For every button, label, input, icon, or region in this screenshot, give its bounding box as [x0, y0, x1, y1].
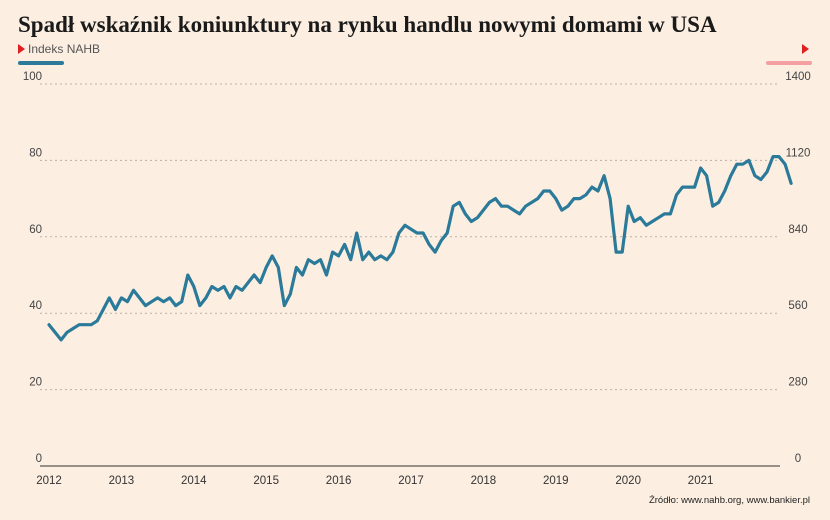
- source-note: Źródło: www.nahb.org, www.bankier.pl: [648, 495, 810, 506]
- x-tick-label: 2017: [398, 475, 424, 487]
- nahb-series-line: [47, 155, 793, 342]
- x-tick-label: 2016: [326, 475, 352, 487]
- grid-lines: [40, 83, 780, 467]
- x-tick-label: 2020: [615, 475, 641, 487]
- y-left-tick-label: 20: [29, 377, 42, 389]
- x-tick-label: 2015: [253, 475, 279, 487]
- y-right-tick-label: 280: [788, 377, 807, 389]
- x-tick-label: 2018: [471, 475, 497, 487]
- legend-nahb-label: Indeks NAHB: [28, 42, 101, 56]
- right-axis-labels: 0 280 560 840 1120 1400: [785, 71, 811, 465]
- legend-sales: [802, 42, 812, 56]
- x-tick-label: 2019: [543, 475, 569, 487]
- y-right-tick-label: 1120: [786, 147, 811, 159]
- legend-nahb-swatch: [18, 61, 64, 65]
- legend-marker-icon: [18, 44, 25, 54]
- y-right-tick-label: 1400: [785, 71, 811, 83]
- x-tick-label: 2021: [688, 475, 714, 487]
- y-left-tick-label: 0: [36, 453, 42, 465]
- y-right-tick-label: 560: [788, 300, 807, 312]
- y-left-tick-label: 60: [29, 224, 42, 236]
- y-right-tick-label: 840: [788, 224, 807, 236]
- x-tick-label: 2012: [36, 475, 62, 487]
- legend-nahb: Indeks NAHB: [18, 42, 100, 56]
- x-axis-labels: 2012 2013 2014 2015 2016 2017 2018 2019 2020 2021: [36, 475, 713, 487]
- y-left-tick-label: 80: [29, 147, 42, 159]
- legend-sales-swatch: [766, 61, 812, 65]
- y-left-tick-label: 100: [23, 71, 42, 83]
- y-left-tick-label: 40: [29, 300, 42, 312]
- x-tick-label: 2013: [109, 475, 135, 487]
- legend-marker-icon: [802, 44, 809, 54]
- y-right-tick-label: 0: [795, 453, 801, 465]
- left-axis-labels: 0 20 40 60 80 100: [23, 71, 42, 465]
- x-tick-label: 2014: [181, 475, 207, 487]
- series-lines: [47, 155, 793, 342]
- chart-title: Spadł wskaźnik koniunktury na rynku hand…: [18, 12, 717, 37]
